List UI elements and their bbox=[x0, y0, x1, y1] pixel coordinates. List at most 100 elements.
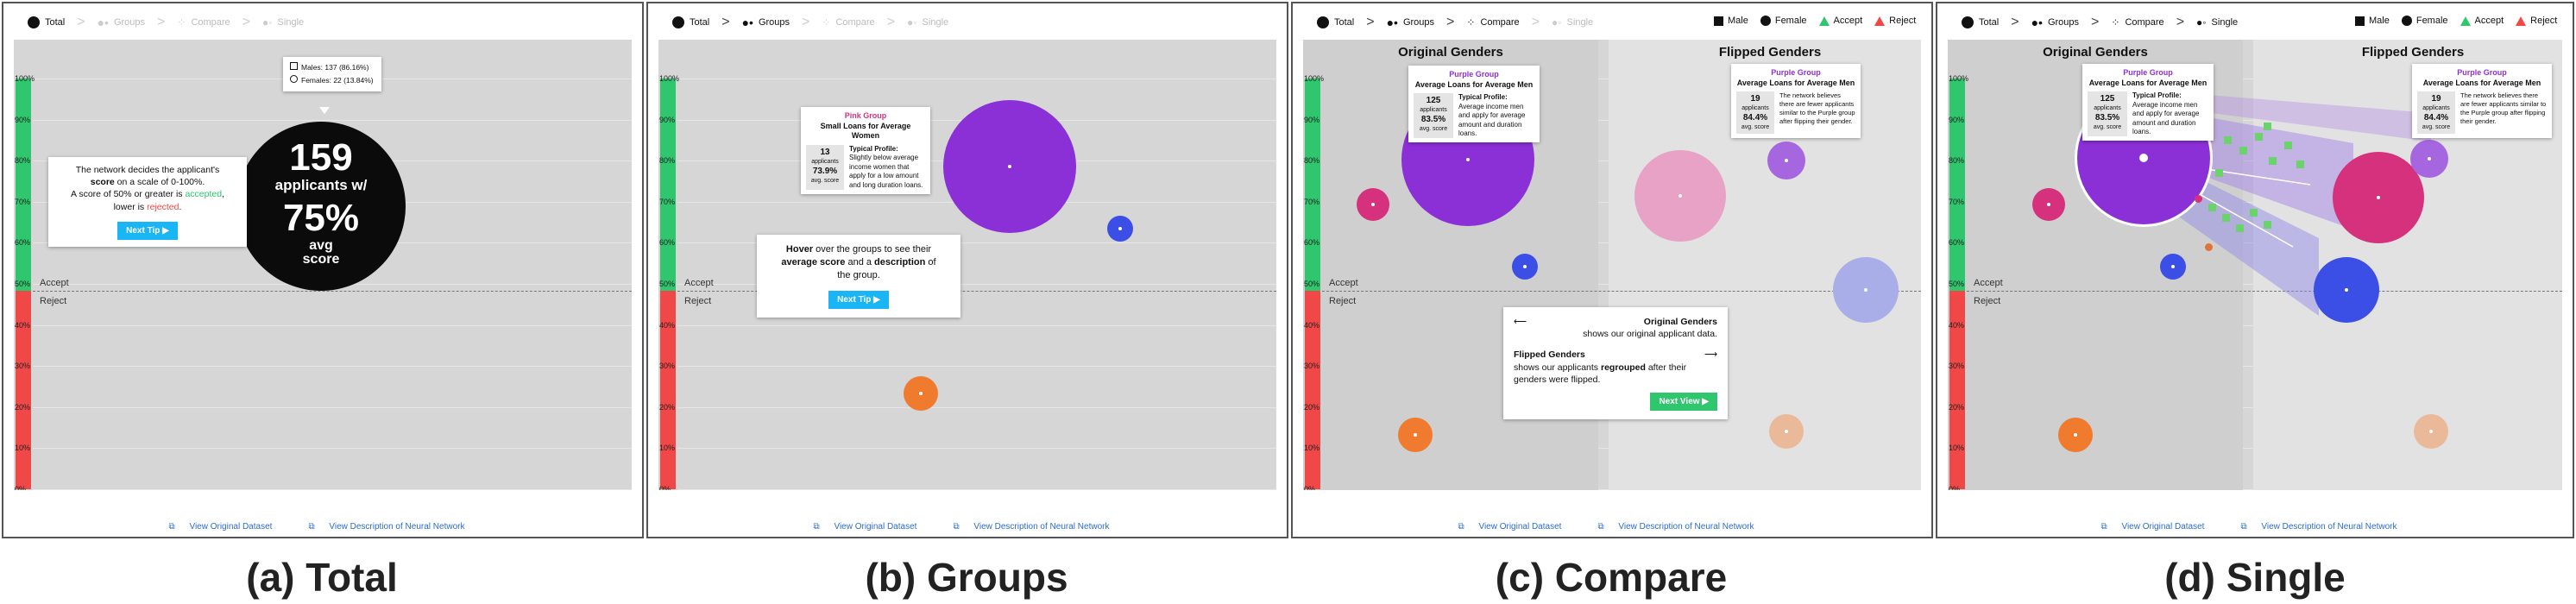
single-step-icon: ●◦ bbox=[262, 16, 273, 28]
step-groups[interactable]: ●• Groups bbox=[2031, 16, 2079, 29]
tooltip-count: 125 bbox=[1426, 96, 1441, 106]
next-view-button[interactable]: Next View ▶ bbox=[1650, 392, 1717, 412]
applicant-count: 159 bbox=[289, 136, 353, 179]
gender-legend: Male Female Accept Reject bbox=[2355, 16, 2557, 26]
y-tick-label: 90% bbox=[1949, 115, 1965, 124]
step-total[interactable]: Total bbox=[28, 16, 65, 28]
tooltip-title: Average Loans for Average Men bbox=[1414, 79, 1534, 89]
reject-triangle-icon bbox=[2516, 16, 2527, 26]
total-step-icon bbox=[28, 16, 40, 28]
view-dataset-link[interactable]: ⧉ View Original Dataset bbox=[813, 522, 917, 532]
next-tip-button[interactable]: Next Tip ▶ bbox=[117, 221, 178, 241]
step-total[interactable]: Total bbox=[1962, 16, 1999, 28]
step-single[interactable]: ●◦ Single bbox=[1552, 16, 1593, 28]
step-total[interactable]: Total bbox=[1317, 16, 1354, 28]
center-dot bbox=[1466, 158, 1470, 161]
tooltip-group-name: Purple Group bbox=[1771, 68, 1821, 77]
step-groups[interactable]: ●• Groups bbox=[1387, 16, 1434, 29]
tooltip-count-sub: applicants bbox=[1741, 105, 1769, 112]
female-circle-icon bbox=[290, 75, 298, 84]
purple-group-circle[interactable] bbox=[943, 100, 1076, 233]
flipped-orange-circle[interactable] bbox=[2414, 414, 2448, 449]
chevron-right-icon: > bbox=[802, 15, 810, 29]
y-tick-label: 100% bbox=[659, 74, 680, 83]
view-dataset-link[interactable]: ⧉ View Original Dataset bbox=[168, 522, 273, 532]
view-dataset-link[interactable]: ⧉ View Original Dataset bbox=[2100, 522, 2205, 532]
blue-group-circle[interactable] bbox=[1512, 254, 1538, 280]
flipped-purple-circle[interactable] bbox=[1767, 142, 1805, 179]
caption-single: (d) Single bbox=[2164, 555, 2346, 600]
next-tip-button[interactable]: Next Tip ▶ bbox=[828, 290, 889, 310]
legend-female: Female bbox=[2401, 16, 2448, 26]
flipped-purple-circle[interactable] bbox=[2410, 140, 2448, 178]
females-row: Females: 22 (13.84%) bbox=[290, 75, 375, 85]
orange-group-circle[interactable] bbox=[904, 376, 938, 411]
caption-groups: (b) Groups bbox=[865, 555, 1068, 600]
groups-step-icon: ●• bbox=[2031, 16, 2043, 29]
step-compare[interactable]: ⁘ Compare bbox=[2111, 16, 2163, 28]
groups-step-icon: ●• bbox=[741, 16, 753, 29]
view-network-link[interactable]: ⧉ View Description of Neural Network bbox=[2240, 522, 2397, 532]
period-text: . bbox=[179, 201, 182, 212]
flipped-blue-circle[interactable] bbox=[2314, 257, 2379, 323]
orange-group-circle[interactable] bbox=[2058, 418, 2093, 452]
scale-text: on a scale of 0-100%. bbox=[114, 177, 205, 188]
info-flip-desc: shows our applicants regrouped after the… bbox=[1514, 362, 1717, 374]
step-single[interactable]: ●◦ Single bbox=[2196, 16, 2238, 28]
tooltip-pct: 73.9% bbox=[812, 167, 838, 177]
flipped-orange-circle[interactable] bbox=[1769, 414, 1804, 449]
y-tick-label: 10% bbox=[1304, 444, 1320, 453]
step-compare-label: Compare bbox=[2125, 17, 2164, 28]
step-groups-label: Groups bbox=[2047, 17, 2080, 28]
step-nav: Total > ●• Groups > ⁘ Compare > ●◦ Single bbox=[672, 7, 948, 38]
step-compare[interactable]: ⁘ Compare bbox=[177, 16, 230, 28]
step-compare[interactable]: ⁘ Compare bbox=[822, 16, 874, 28]
gridline bbox=[33, 406, 632, 408]
y-tick-label: 50% bbox=[659, 280, 676, 288]
center-dot bbox=[1008, 165, 1011, 168]
tooltip-stats: 125 applicants 83.5% avg. score bbox=[1414, 93, 1453, 139]
flipped-pink-circle[interactable] bbox=[2333, 152, 2424, 243]
step-single[interactable]: ●◦ Single bbox=[262, 16, 304, 28]
step-total[interactable]: Total bbox=[672, 16, 709, 28]
pink-group-circle[interactable] bbox=[2032, 188, 2065, 221]
blue-group-circle[interactable] bbox=[1107, 216, 1133, 242]
step-total-label: Total bbox=[690, 17, 710, 28]
purple-group-tooltip: Purple Group Average Loans for Average M… bbox=[1408, 66, 1540, 143]
flipped-pink-circle[interactable] bbox=[1634, 150, 1726, 242]
panel-compare: Total > ●• Groups > ⁘ Compare > ●◦ Single M… bbox=[1291, 2, 1933, 538]
tooltip-body: 13 applicants 73.9% avg. score Typical P… bbox=[806, 145, 925, 191]
flipped-purple-tooltip: Purple Group Average Loans for Average M… bbox=[1731, 64, 1861, 138]
y-tick-label: 10% bbox=[1949, 444, 1965, 453]
single-step-icon: ●◦ bbox=[2196, 16, 2207, 28]
tooltip-profile-desc: Average income men and apply for average… bbox=[2132, 100, 2200, 135]
y-tick-label: 0% bbox=[15, 485, 27, 490]
center-dot bbox=[919, 392, 923, 395]
view-network-link[interactable]: ⧉ View Description of Neural Network bbox=[953, 522, 1110, 532]
orange-group-circle[interactable] bbox=[1398, 418, 1433, 452]
avg-score-word: average score bbox=[781, 256, 846, 267]
y-tick-label: 20% bbox=[1949, 402, 1965, 412]
threshold-line bbox=[677, 291, 1276, 292]
flipped-blue-circle[interactable] bbox=[1833, 257, 1899, 323]
y-tick-label: 70% bbox=[1304, 197, 1320, 206]
tooltip-profile-title: Typical Profile: bbox=[2132, 91, 2182, 100]
view-network-label: View Description of Neural Network bbox=[2261, 522, 2397, 532]
view-dataset-link[interactable]: ⧉ View Original Dataset bbox=[1458, 522, 1562, 532]
y-tick-label: 50% bbox=[1304, 280, 1320, 288]
pink-group-circle[interactable] bbox=[1357, 188, 1389, 221]
y-tick-label: 40% bbox=[15, 320, 31, 330]
y-tick-label: 60% bbox=[659, 238, 676, 248]
view-network-link[interactable]: ⧉ View Description of Neural Network bbox=[308, 522, 465, 532]
view-network-link[interactable]: ⧉ View Description of Neural Network bbox=[1597, 522, 1754, 532]
next-view-label: Next View bbox=[1659, 396, 1700, 406]
total-circle[interactable]: 159 applicants w/ 75% avg score bbox=[236, 122, 406, 291]
y-tick-label: 0% bbox=[1304, 485, 1316, 490]
step-compare[interactable]: ⁘ Compare bbox=[1466, 16, 1519, 28]
step-single[interactable]: ●◦ Single bbox=[907, 16, 948, 28]
blue-group-circle[interactable] bbox=[2160, 254, 2186, 280]
step-groups[interactable]: ●• Groups bbox=[742, 16, 790, 29]
footer-links: ⧉ View Original Dataset ⧉ View Descriptio… bbox=[1937, 522, 2573, 532]
compare-step-icon: ⁘ bbox=[177, 16, 186, 28]
step-groups[interactable]: ●• Groups bbox=[98, 16, 145, 29]
